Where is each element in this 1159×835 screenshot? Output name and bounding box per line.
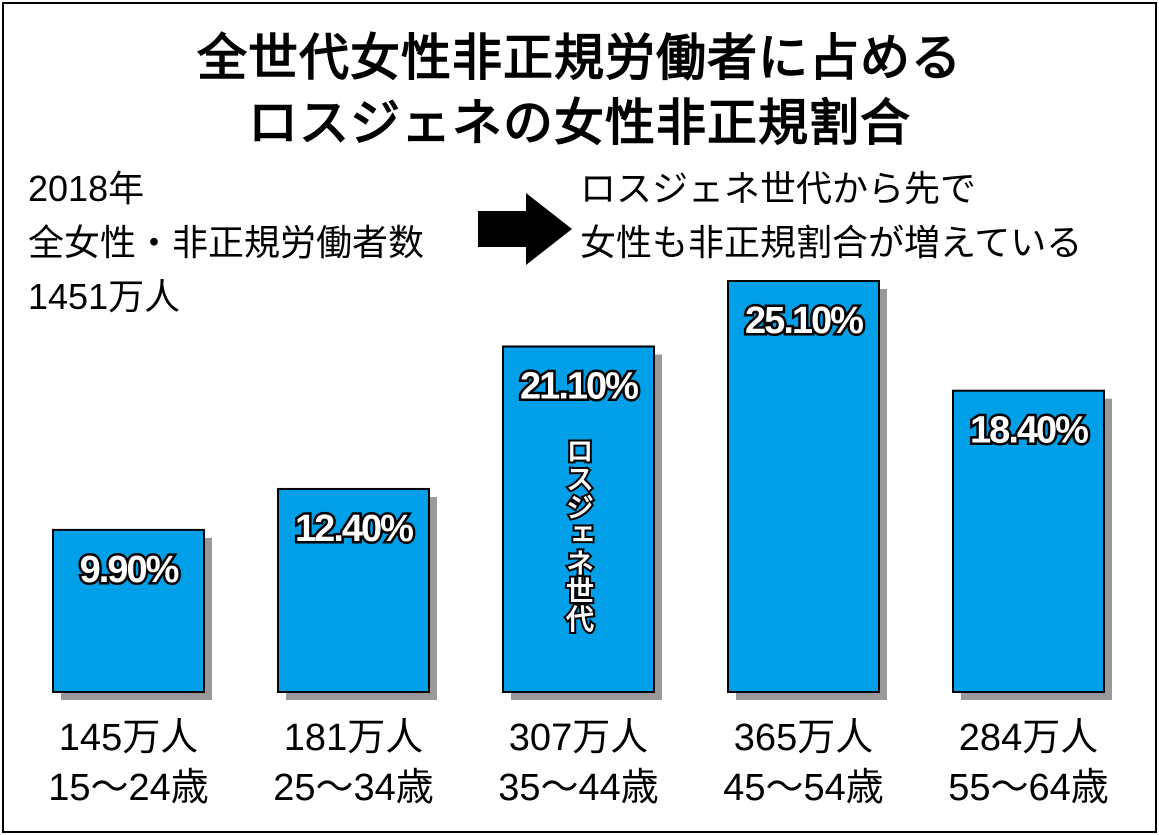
data-label: 12.40% xyxy=(295,508,413,550)
right-note: ロスジェネ世代から先で 女性も非正規割合が増えている xyxy=(580,162,1082,270)
note-year: 2018年 xyxy=(28,168,145,209)
bar xyxy=(952,389,1105,693)
count-label: 307万人 xyxy=(509,717,648,759)
note-label: 全女性・非正規労働者数 xyxy=(28,222,425,263)
tick-label: 45〜54歳 xyxy=(723,767,884,809)
data-label: 25.10% xyxy=(745,300,863,342)
data-label: 21.10% xyxy=(520,365,638,407)
tick-label: 15〜24歳 xyxy=(48,767,209,809)
bar xyxy=(502,345,655,693)
tick-label: 55〜64歳 xyxy=(948,767,1109,809)
left-note: 2018年 全女性・非正規労働者数 1451万人 xyxy=(28,162,424,324)
count-label: 145万人 xyxy=(59,717,198,759)
data-label: 18.40% xyxy=(970,410,1088,452)
count-label: 365万人 xyxy=(734,717,873,759)
count-label: 181万人 xyxy=(284,717,423,759)
data-label: 9.90% xyxy=(80,549,179,591)
chart-subtitle: ロスジェネの女性非正規割合 xyxy=(248,95,911,151)
bar xyxy=(277,487,430,693)
note-line-2: 女性も非正規割合が増えている xyxy=(580,222,1083,263)
bar xyxy=(52,528,205,694)
count-label: 284万人 xyxy=(959,717,1098,759)
bar xyxy=(727,280,880,693)
note-line-1: ロスジェネ世代から先で xyxy=(580,168,977,209)
tick-label: 25〜34歳 xyxy=(273,767,434,809)
chart-title: 全世代女性非正規労働者に占める xyxy=(197,30,962,86)
tick-label: 35〜44歳 xyxy=(498,767,659,809)
bar-annotation: ロスジェネ世代 xyxy=(562,436,595,633)
arrow-right-icon xyxy=(478,193,572,265)
note-total: 1451万人 xyxy=(28,276,181,317)
